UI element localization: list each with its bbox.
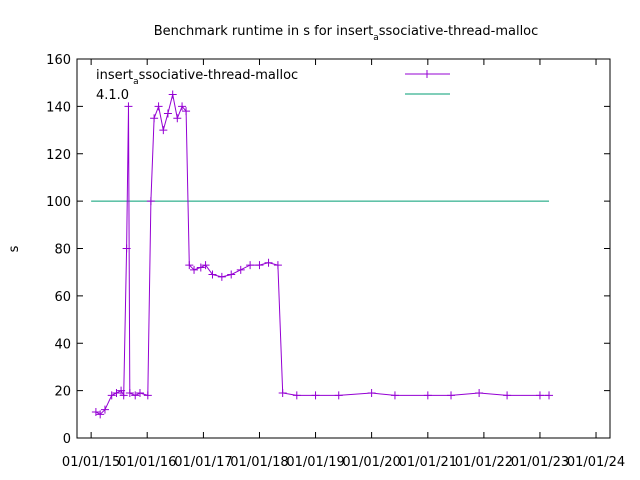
- series-point: [107, 391, 116, 400]
- y-tick-label: 80: [54, 243, 71, 258]
- series-point: [135, 388, 144, 397]
- series-point: [131, 391, 140, 400]
- series-point: [535, 391, 544, 400]
- series-point: [292, 391, 301, 400]
- y-tick-label: 160: [46, 53, 71, 68]
- series-point: [159, 126, 168, 135]
- x-tick-label: 01/01/19: [286, 455, 344, 470]
- legend-name-main: insert: [96, 68, 133, 83]
- series-point: [273, 261, 282, 270]
- series-point: [334, 391, 343, 400]
- legend: insertassociative-thread-malloc 4.1.0: [96, 68, 450, 103]
- series-point: [475, 388, 484, 397]
- series-point: [185, 261, 194, 270]
- y-axis-label: s: [7, 245, 22, 252]
- series-line: [95, 94, 549, 415]
- x-tick-label: 01/01/21: [399, 455, 457, 470]
- y-tick-label: 140: [46, 100, 71, 115]
- series-point: [217, 272, 226, 281]
- y-tick-label: 60: [54, 290, 71, 305]
- series-point: [367, 388, 376, 397]
- series-point: [278, 388, 287, 397]
- series-point: [545, 391, 554, 400]
- series-point: [154, 102, 163, 111]
- x-tick-label: 01/01/15: [62, 455, 120, 470]
- title-rest: ssociative-thread-malloc: [379, 24, 539, 39]
- series-point: [100, 405, 109, 414]
- series-point: [96, 410, 105, 419]
- series-point: [91, 407, 100, 416]
- series-point: [163, 109, 172, 118]
- x-tick-label: 01/01/16: [118, 455, 176, 470]
- series-point: [173, 114, 182, 123]
- title-main: Benchmark runtime in s for insert: [154, 24, 373, 39]
- series-point: [182, 107, 191, 116]
- series-point: [168, 90, 177, 99]
- y-tick-label: 100: [46, 195, 71, 210]
- y-tick-label: 0: [63, 432, 71, 447]
- series-point: [122, 244, 131, 253]
- x-tick-label: 01/01/22: [455, 455, 513, 470]
- series-point: [150, 114, 159, 123]
- series-point: [119, 391, 128, 400]
- plot-area: [91, 90, 554, 419]
- legend-name-rest: ssociative-thread-malloc: [139, 68, 299, 83]
- legend-name-sub: a: [133, 77, 139, 87]
- x-axis-ticks: 01/01/1501/01/1601/01/1701/01/1801/01/19…: [62, 59, 625, 470]
- y-tick-label: 120: [46, 148, 71, 163]
- series-point: [201, 261, 210, 270]
- series-point: [311, 391, 320, 400]
- series-point: [112, 388, 121, 397]
- y-tick-label: 40: [54, 337, 71, 352]
- series-point: [390, 391, 399, 400]
- series-point: [196, 263, 205, 272]
- series-point: [503, 391, 512, 400]
- series-point: [447, 391, 456, 400]
- x-tick-label: 01/01/23: [511, 455, 569, 470]
- series-point: [146, 197, 155, 206]
- series-point: [125, 388, 134, 397]
- series-point: [255, 261, 264, 270]
- chart-title: Benchmark runtime in s for insertassocia…: [154, 24, 539, 43]
- series-point: [246, 261, 255, 270]
- legend-version-label: 4.1.0: [96, 88, 129, 103]
- x-tick-label: 01/01/24: [567, 455, 625, 470]
- series-point: [236, 265, 245, 274]
- series-point: [143, 391, 152, 400]
- x-tick-label: 01/01/18: [230, 455, 288, 470]
- x-tick-label: 01/01/17: [174, 455, 232, 470]
- plot-frame: [76, 58, 611, 439]
- series-point: [178, 102, 187, 111]
- legend-series-marker: [423, 70, 431, 78]
- series-point: [208, 270, 217, 279]
- title-sub: a: [373, 33, 379, 43]
- series-point: [190, 265, 199, 274]
- series-point: [117, 386, 126, 395]
- x-tick-label: 01/01/20: [342, 455, 400, 470]
- y-axis-ticks: 0 20 40 60 80 100 120 140 160: [46, 53, 610, 447]
- series-point: [423, 391, 432, 400]
- series-point: [227, 270, 236, 279]
- legend-series-label: insertassociative-thread-malloc: [96, 68, 298, 87]
- series-point: [264, 258, 273, 267]
- y-tick-label: 20: [54, 385, 71, 400]
- series-point: [124, 102, 133, 111]
